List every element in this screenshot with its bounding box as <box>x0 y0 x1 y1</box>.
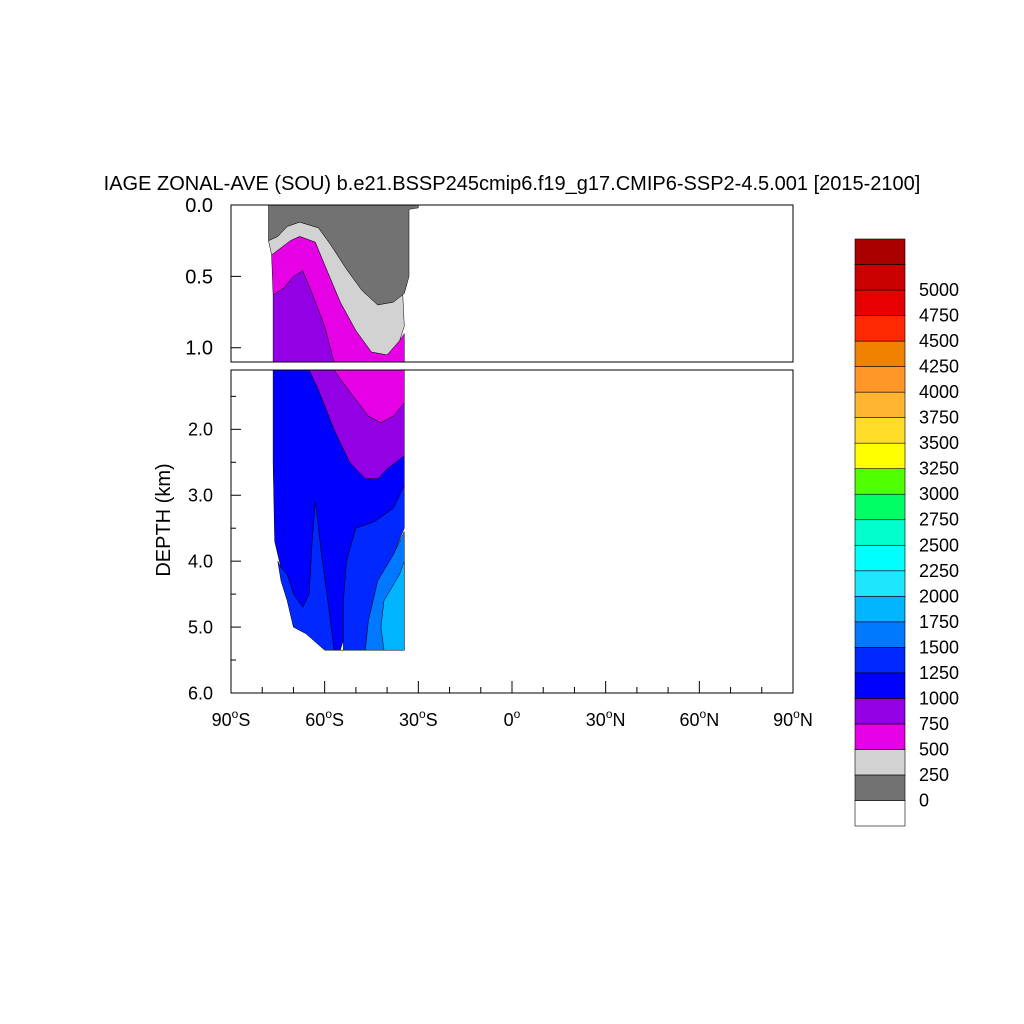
x-tick-label: 0o <box>504 707 521 730</box>
colorbar-box <box>854 417 906 444</box>
colorbar-label: 2250 <box>919 561 959 581</box>
colorbar-label: 500 <box>919 739 949 759</box>
colorbar-box <box>854 238 906 265</box>
colorbar-label: 0 <box>919 790 929 810</box>
colorbar-label: 1250 <box>919 663 959 683</box>
colorbar-label: 250 <box>919 765 949 785</box>
contour-region-500-lower <box>333 369 405 423</box>
colorbar-box <box>854 698 906 725</box>
colorbar-box <box>854 519 906 546</box>
colorbar-label: 3500 <box>919 433 959 453</box>
colorbar-box <box>854 621 906 648</box>
colorbar-box <box>854 774 906 801</box>
colorbar-box <box>854 468 906 495</box>
x-tick-label: 90oS <box>212 707 251 730</box>
colorbar-box <box>854 493 906 521</box>
y-tick-label: 0.5 <box>185 266 213 288</box>
colorbar-label: 2750 <box>919 510 959 530</box>
x-tick-label: 90oN <box>773 707 813 730</box>
colorbar-label: 4750 <box>919 306 959 326</box>
upper-panel-frame <box>230 204 794 363</box>
colorbar-label: 4250 <box>919 357 959 377</box>
colorbar-box <box>854 264 906 291</box>
colorbar-label: 2000 <box>919 586 959 606</box>
colorbar-label: 3250 <box>919 459 959 479</box>
contour-region-1250-lower <box>277 485 405 651</box>
colorbar-box <box>854 366 906 393</box>
colorbar-box <box>854 800 906 827</box>
colorbar-box <box>854 647 906 674</box>
colorbar-box <box>854 749 906 776</box>
colorbar-box <box>854 723 906 750</box>
colorbar-box <box>854 289 906 316</box>
colorbar-box <box>854 672 906 699</box>
x-tick-label: 30oS <box>399 707 438 730</box>
colorbar-label: 1500 <box>919 637 959 657</box>
y-axis-label: DEPTH (km) <box>153 463 175 576</box>
colorbar-box <box>854 570 906 597</box>
upper-panel <box>230 204 794 363</box>
colorbar-label: 4500 <box>919 331 959 351</box>
y-tick-label: 0.0 <box>185 195 213 217</box>
contour-region-0-upper <box>268 204 419 306</box>
y-tick-label: 2.0 <box>188 420 213 440</box>
colorbar-box <box>854 340 906 367</box>
y-tick-label: 3.0 <box>188 486 213 506</box>
colorbar-label: 4000 <box>919 382 959 402</box>
x-tick-label: 30oN <box>586 707 626 730</box>
y-tick-label: 1.0 <box>185 338 213 360</box>
colorbar-label: 3000 <box>919 484 959 504</box>
colorbar-label: 3750 <box>919 408 959 428</box>
colorbar-label: 750 <box>919 714 949 734</box>
colorbar-box <box>854 596 906 623</box>
colorbar-label: 2500 <box>919 535 959 555</box>
x-tick-label: 60oN <box>679 707 719 730</box>
y-tick-label: 5.0 <box>188 617 213 637</box>
colorbar-label: 1750 <box>919 612 959 632</box>
colorbar-box <box>854 544 906 572</box>
colorbar-box <box>854 391 906 418</box>
y-tick-label: 6.0 <box>188 683 213 703</box>
y-tick-label: 4.0 <box>188 551 213 571</box>
chart-title: IAGE ZONAL-AVE (SOU) b.e21.BSSP245cmip6.… <box>104 173 921 195</box>
colorbar-label: 5000 <box>919 280 959 300</box>
y-axis: 0.0 0.5 1.0 2.0 3.0 4.0 5.0 6.0 <box>185 195 241 703</box>
x-axis: 90oS 60oS 30oS 0o 30oN 60oN 90oN <box>212 681 813 730</box>
lower-panel <box>230 369 794 694</box>
x-tick-label: 60oS <box>305 707 344 730</box>
colorbar-box <box>854 315 906 342</box>
colorbar-box <box>854 442 906 469</box>
contour-region-1750-lower <box>380 561 405 651</box>
colorbar-label: 1000 <box>919 688 959 708</box>
colorbar: 0 250 500 750 1000 1250 1500 1750 2000 2250 2500 27… <box>854 238 959 827</box>
